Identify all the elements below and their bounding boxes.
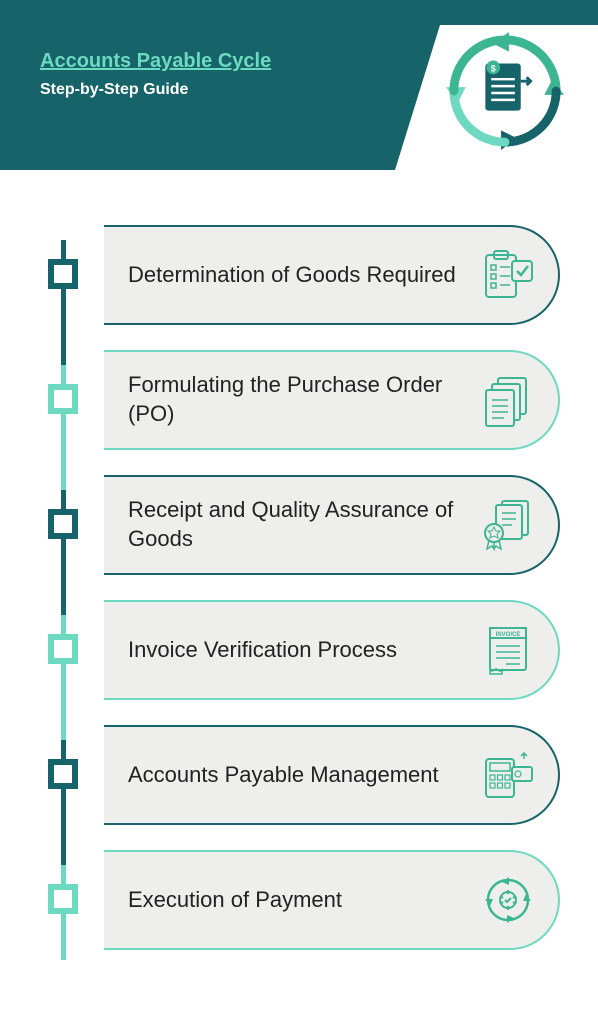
documents-icon: [478, 370, 538, 430]
header: Accounts Payable Cycle Step-by-Step Guid…: [0, 0, 598, 180]
step-1-card: Determination of Goods Required: [104, 225, 560, 325]
step-5-marker: [48, 759, 78, 789]
header-title: Accounts Payable Cycle: [40, 50, 271, 73]
step-2-marker: [48, 384, 78, 414]
step-2-card: Formulating the Purchase Order (PO): [104, 350, 560, 450]
step-1: Determination of Goods Required: [48, 225, 568, 325]
header-subtitle: Step-by-Step Guide: [40, 81, 271, 99]
step-1-label: Determination of Goods Required: [128, 261, 478, 290]
header-cycle-icon: $: [446, 32, 564, 150]
step-4-label: Invoice Verification Process: [128, 636, 478, 665]
calculator-icon: [478, 745, 538, 805]
step-1-marker: [48, 259, 78, 289]
step-4: Invoice Verification Process INVOICE: [48, 600, 568, 700]
header-text: Accounts Payable Cycle Step-by-Step Guid…: [40, 50, 271, 99]
step-4-card: Invoice Verification Process INVOICE: [104, 600, 560, 700]
step-2-label: Formulating the Purchase Order (PO): [128, 371, 478, 428]
step-6-label: Execution of Payment: [128, 886, 478, 915]
checklist-icon: [478, 245, 538, 305]
certificate-icon: [478, 495, 538, 555]
step-6-marker: [48, 884, 78, 914]
step-3-marker: [48, 509, 78, 539]
svg-text:INVOICE: INVOICE: [496, 632, 521, 638]
step-6-card: Execution of Payment: [104, 850, 560, 950]
step-5-label: Accounts Payable Management: [128, 761, 478, 790]
svg-text:$: $: [491, 63, 496, 73]
step-4-marker: [48, 634, 78, 664]
step-3-label: Receipt and Quality Assurance of Goods: [128, 496, 478, 553]
step-3: Receipt and Quality Assurance of Goods: [48, 475, 568, 575]
invoice-icon: INVOICE: [478, 620, 538, 680]
gear-cycle-icon: [478, 870, 538, 930]
step-5: Accounts Payable Management: [48, 725, 568, 825]
step-5-card: Accounts Payable Management: [104, 725, 560, 825]
step-6: Execution of Payment: [48, 850, 568, 950]
timeline: Determination of Goods Required Formulat…: [48, 225, 568, 985]
step-2: Formulating the Purchase Order (PO): [48, 350, 568, 450]
step-3-card: Receipt and Quality Assurance of Goods: [104, 475, 560, 575]
